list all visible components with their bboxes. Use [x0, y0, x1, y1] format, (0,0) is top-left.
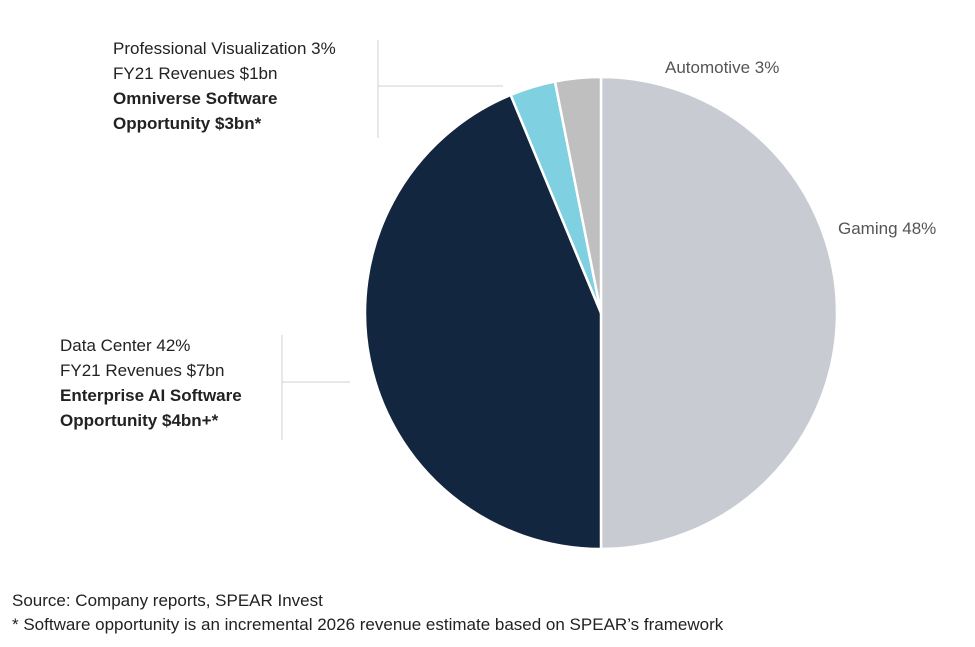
data-center-label: Data Center 42% FY21 Revenues $7bn Enter…	[60, 333, 242, 433]
data-center-label-line4: Opportunity $4bn+*	[60, 411, 219, 430]
data-center-label-line3: Enterprise AI Software	[60, 386, 242, 405]
pie-slices	[363, 75, 839, 551]
pie-slice-gaming	[599, 75, 839, 551]
pro-viz-label: Professional Visualization 3% FY21 Reven…	[113, 36, 336, 136]
pro-viz-label-line4: Opportunity $3bn*	[113, 114, 262, 133]
data-center-label-line1: Data Center 42%	[60, 336, 191, 355]
pro-viz-label-line1: Professional Visualization 3%	[113, 39, 336, 58]
leader-lines	[281, 40, 503, 440]
automotive-label: Automotive 3%	[665, 58, 780, 77]
pro-viz-label-line3: Omniverse Software	[113, 89, 278, 108]
data-center-label-line2: FY21 Revenues $7bn	[60, 361, 225, 380]
source-note: Source: Company reports, SPEAR Invest	[12, 591, 323, 610]
pie-slice-automotive	[553, 75, 603, 315]
pro-viz-label-line2: FY21 Revenues $1bn	[113, 64, 278, 83]
footnote: * Software opportunity is an incremental…	[12, 615, 724, 634]
gaming-label: Gaming 48%	[838, 219, 937, 238]
pie-slice-data-center	[363, 93, 603, 551]
